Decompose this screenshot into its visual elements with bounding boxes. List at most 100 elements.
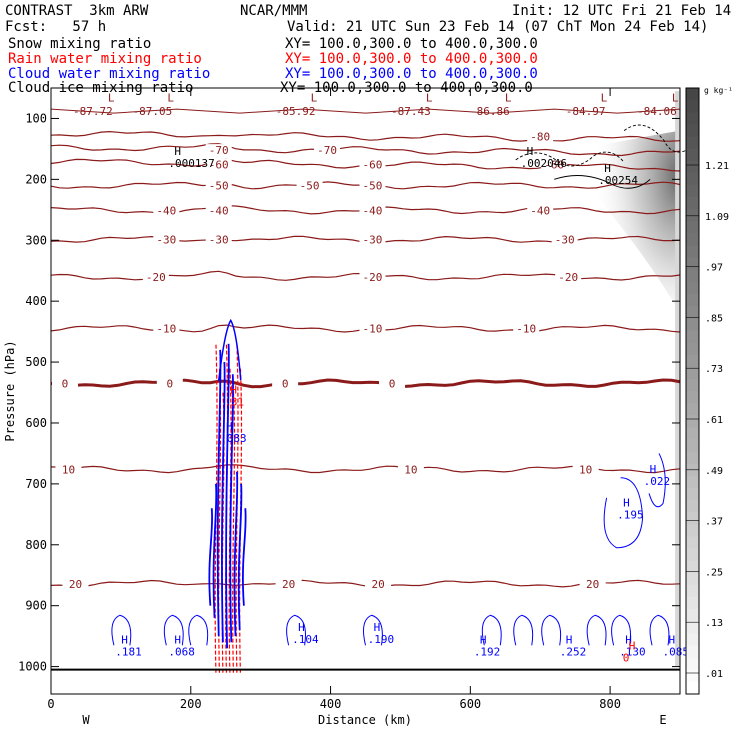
colorbar-label: 1.09 (705, 212, 729, 223)
max-value-label: .190 (368, 633, 395, 646)
max-value-label: .192 (474, 645, 501, 658)
colorbar-label: .85 (705, 313, 723, 324)
max-marker: H (121, 633, 128, 646)
max-marker: H (480, 633, 487, 646)
isotherm-0 (51, 378, 680, 389)
colorbar-band (686, 354, 699, 368)
colorbar-band (686, 318, 699, 331)
y-tick-label: 200 (25, 172, 47, 186)
cloud-water-contour (229, 374, 235, 643)
max-value-label: .195 (617, 508, 644, 521)
isotherm-label: 20 (371, 578, 384, 591)
isotherm-label: 10 (579, 463, 592, 476)
isotherm-label: -50 (363, 179, 383, 192)
max-marker: H (629, 640, 636, 653)
max-value-label: .022 (644, 475, 671, 488)
min-temp-label: -85.92 (276, 105, 316, 118)
low-marker: L (505, 91, 512, 104)
colorbar-band (686, 88, 699, 101)
snow-contour-edge (623, 124, 695, 153)
tropopause-contour (51, 108, 680, 114)
colorbar-band (686, 524, 699, 538)
model-title: CONTRAST 3km ARW (5, 3, 149, 19)
isotherm-label: 10 (404, 463, 417, 476)
field-xy-rain: XY= 100.0,300.0 to 400.0,300.0 (285, 51, 538, 67)
max-value-label: .181 (115, 645, 142, 658)
colorbar-label: .13 (705, 618, 723, 629)
cloud-water-contour (241, 508, 247, 606)
colorbar-band (686, 330, 699, 344)
y-tick-label: 1000 (18, 660, 47, 674)
colorbar-band (686, 536, 699, 550)
min-temp-label: -87.05 (132, 105, 172, 118)
isotherm-label: 0 (389, 377, 396, 390)
colorbar-band (686, 427, 699, 441)
colorbar-label: .49 (705, 466, 723, 477)
min-temp-label: -84.06 (637, 105, 677, 118)
low-marker: L (108, 91, 115, 104)
field-name-cloud-water: Cloud water mixing ratio (8, 66, 211, 82)
field-name-snow: Snow mixing ratio (8, 36, 152, 52)
min-temp-label: -87.43 (391, 105, 431, 118)
east-label: E (659, 713, 666, 727)
colorbar-band (686, 609, 699, 622)
max-marker: H (298, 621, 305, 634)
low-cloud-water-contour (188, 614, 209, 646)
colorbar-label: 1.21 (705, 161, 729, 172)
max-value-label: .002046 (521, 157, 567, 170)
max-marker: H (174, 145, 181, 158)
low-marker: L (167, 91, 174, 104)
colorbar-band (686, 172, 699, 186)
y-tick-label: 300 (25, 233, 47, 247)
low-cloud-water-contour (586, 614, 607, 646)
isotherm-label: 10 (62, 463, 75, 476)
edge-shading (675, 91, 680, 667)
x-tick-label: 600 (459, 697, 481, 711)
west-label: W (82, 713, 90, 727)
colorbar-band (686, 294, 699, 307)
colorbar-band (686, 391, 699, 404)
y-tick-label: 100 (25, 111, 47, 125)
isotherm-label: -20 (558, 271, 578, 284)
colorbar-band (686, 197, 699, 210)
low-marker: L (311, 91, 318, 104)
y-tick-label: 400 (25, 294, 47, 308)
max-value-label: .104 (292, 633, 319, 646)
max-marker: H (604, 162, 611, 175)
colorbar-label: .97 (705, 263, 723, 274)
cloud-water-contour (221, 361, 226, 643)
colorbar-band (686, 669, 699, 683)
colorbar-band (686, 378, 699, 392)
isotherm-label: -40 (363, 204, 383, 217)
max-marker: H (174, 633, 181, 646)
low-cloud-water-contour (611, 614, 631, 646)
colorbar-band (686, 366, 699, 380)
cloud-water-top (217, 318, 242, 381)
cloud-water-contour (212, 483, 218, 618)
isotherm--80 (51, 130, 680, 142)
max-value-label: .000137 (168, 157, 214, 170)
max-value-label: .252 (560, 645, 587, 658)
max-marker: H (527, 145, 534, 158)
isotherm-label: -10 (516, 323, 536, 336)
isotherm-label: 20 (282, 578, 295, 591)
min-temp-label: -86.86 (470, 105, 510, 118)
max-marker: H (650, 463, 657, 476)
low-cloud-water-contour (163, 614, 184, 646)
cloud-water-contour (237, 483, 243, 631)
cloud-water-contour (208, 508, 214, 606)
colorbar-band (686, 657, 699, 671)
isotherm-label: -60 (363, 159, 383, 172)
colorbar-band (686, 136, 699, 150)
y-axis-label: Pressure (hPa) (3, 340, 17, 441)
low-cloud-water-contour (541, 614, 562, 646)
colorbar-label: .37 (705, 517, 723, 528)
forecast-hour: Fcst: 57 h (5, 19, 107, 35)
ice-shading-region (582, 130, 680, 314)
low-cloud-water-contour (363, 614, 383, 646)
colorbar-band (686, 560, 699, 574)
isotherm-label: -30 (209, 234, 229, 247)
isotherm-label: 0 (62, 377, 69, 390)
colorbar-band (686, 512, 699, 525)
